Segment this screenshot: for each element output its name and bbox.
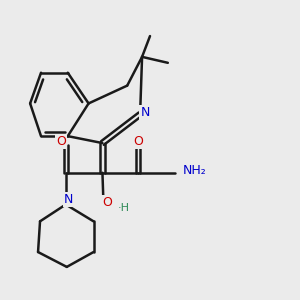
Text: N: N (64, 193, 74, 206)
Text: ·H: ·H (117, 203, 129, 214)
Text: O: O (133, 135, 143, 148)
Text: O: O (56, 135, 66, 148)
Text: N: N (140, 106, 150, 119)
Text: O: O (103, 196, 112, 209)
Text: NH₂: NH₂ (183, 164, 206, 177)
